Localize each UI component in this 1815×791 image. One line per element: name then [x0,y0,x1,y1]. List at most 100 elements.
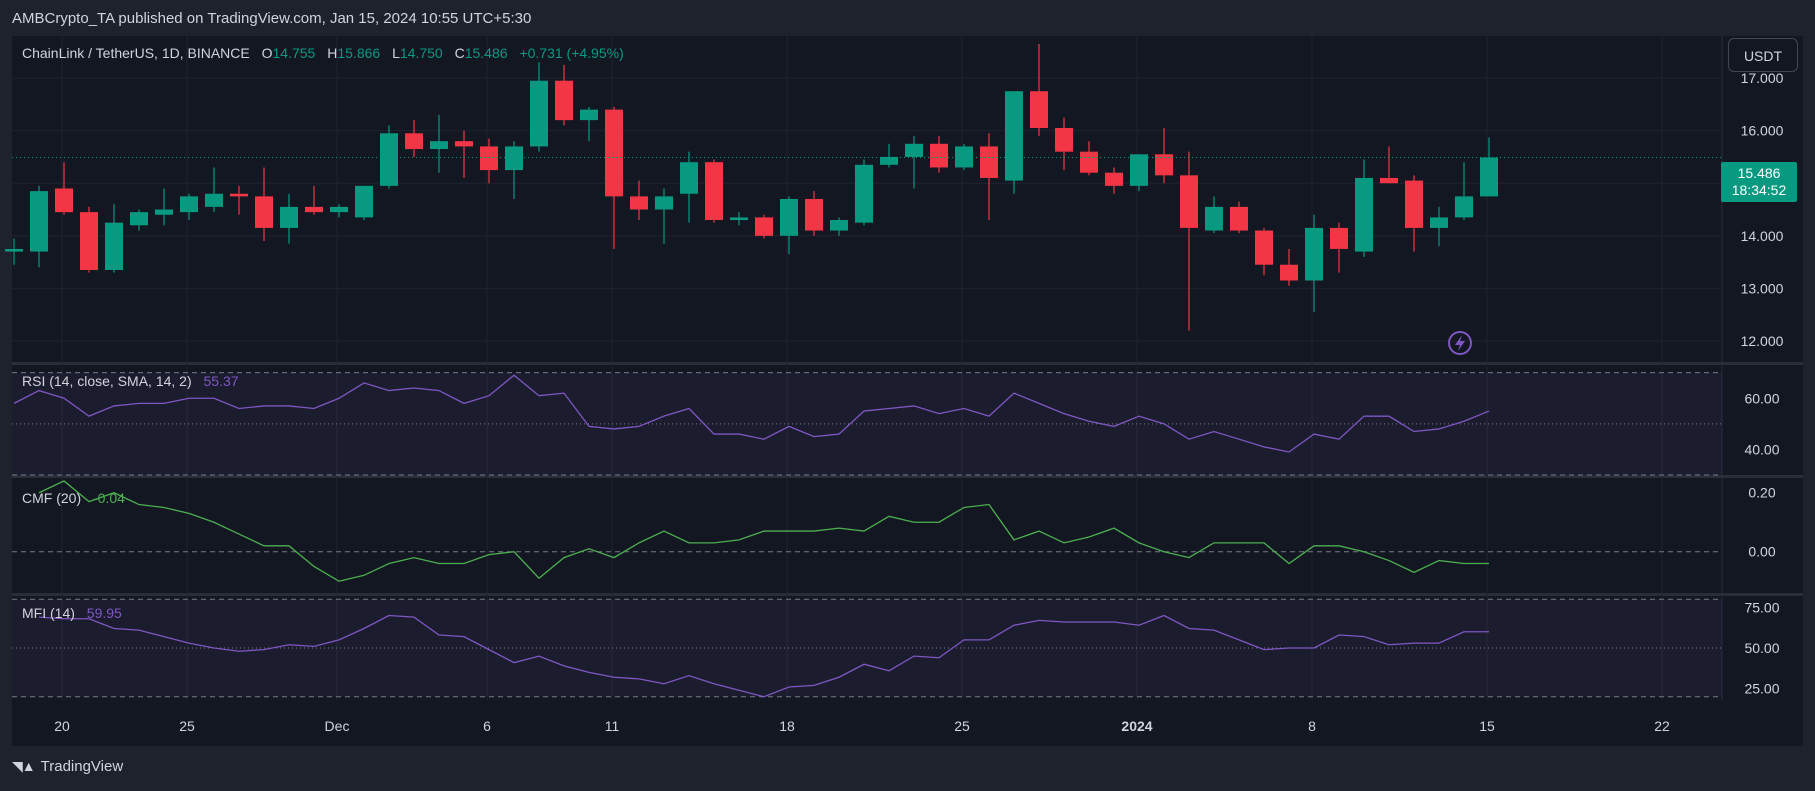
time-axis-ticks: 20 25 Dec 6 11 18 25 2024 8 15 22 [54,718,1670,734]
candle [1030,43,1048,136]
price-tick-label: 17.000 [1741,70,1784,86]
candle [230,185,248,215]
time-tick-label: 11 [605,718,620,734]
candle [655,188,673,244]
candle [1380,146,1398,184]
rsi-tick-label: 40.00 [1744,441,1779,457]
candle-body [5,248,23,252]
time-tick-label: 22 [1654,718,1670,734]
candle-body [180,196,198,213]
candle-body [1355,177,1373,252]
candle-body [555,80,573,121]
indicator-bands [12,372,1722,698]
candle [105,204,123,273]
candle-body [805,199,823,231]
candle [1080,141,1098,176]
candle [1205,196,1223,234]
open-value: 14.755 [273,45,316,61]
candle-body [1330,227,1348,249]
candle-body [530,80,548,147]
low-value: 14.750 [400,45,443,61]
candle [855,159,873,226]
candle-body [755,217,773,236]
candle [805,191,823,236]
candle [905,135,923,189]
candle-body [1080,151,1098,173]
time-tick-label: 25 [179,718,195,734]
indicator-lines [12,156,1722,698]
bar-countdown: 18:34:52 [1731,182,1787,198]
candle [1180,151,1198,331]
time-tick-label: 18 [779,718,795,734]
rsi-label: RSI (14, close, SMA, 14, 2) [22,373,192,389]
candle [1230,201,1248,234]
candle-body [455,141,473,147]
last-price-badge: 15.486 18:34:52 [1721,162,1797,202]
rsi-legend: RSI (14, close, SMA, 14, 2) 55.37 [22,373,239,389]
price-tick-label: 12.000 [1741,333,1784,349]
lightning-icon[interactable] [1448,331,1472,355]
candle [980,133,998,221]
candle [630,180,648,221]
candle [155,188,173,226]
candle [1130,154,1148,192]
candle-body [280,206,298,228]
candle-body [580,109,598,121]
candle [480,138,498,184]
candle-body [830,220,848,231]
price-tick-label: 14.000 [1741,228,1784,244]
candle-body [1205,206,1223,231]
currency-button[interactable]: USDT [1728,38,1798,72]
candle [1355,159,1373,257]
candle-body [205,193,223,207]
candle [355,185,373,221]
candle-body [130,212,148,226]
candle [605,106,623,249]
candle [780,196,798,255]
time-tick-label: 20 [54,718,70,734]
time-tick-label: Dec [325,718,350,734]
candle-body [930,143,948,168]
mfi-tick-label: 75.00 [1744,599,1779,615]
mfi-legend: MFI (14) 59.95 [22,605,122,621]
open-label: O [262,45,273,61]
candle-body [680,162,698,194]
candle-body [605,109,623,197]
candle-body [905,143,923,157]
candle-body [155,209,173,215]
candle-body [355,185,373,218]
footer-brand[interactable]: ◥▲ TradingView [12,758,123,775]
cmf-label: CMF (20) [22,490,81,506]
candle-body [880,156,898,165]
candle [255,167,273,242]
cmf-value: -0.04 [93,490,125,506]
change-value: +0.731 (+4.95%) [519,45,623,61]
close-value: 15.486 [465,45,508,61]
candle-body [480,146,498,171]
candle-body [1155,154,1173,176]
candle-body [1230,206,1248,231]
candle [1480,137,1498,197]
candle [405,120,423,157]
candle [530,62,548,152]
mfi-tick-label: 50.00 [1744,640,1779,656]
candle-body [730,217,748,221]
candle [1155,128,1173,184]
candle-body [855,164,873,223]
candle [305,185,323,215]
candle [1055,117,1073,171]
candle [80,206,98,273]
candle-body [655,196,673,210]
candle [455,130,473,178]
candle [1105,167,1123,194]
candle-body [1130,154,1148,186]
candle [55,162,73,215]
price-axis-bg [1722,36,1803,700]
candle-body [80,212,98,270]
candle-body [1480,157,1498,197]
candle-body [305,206,323,213]
low-label: L [392,45,400,61]
time-axis-bg [12,700,1803,746]
candle-body [1030,91,1048,129]
